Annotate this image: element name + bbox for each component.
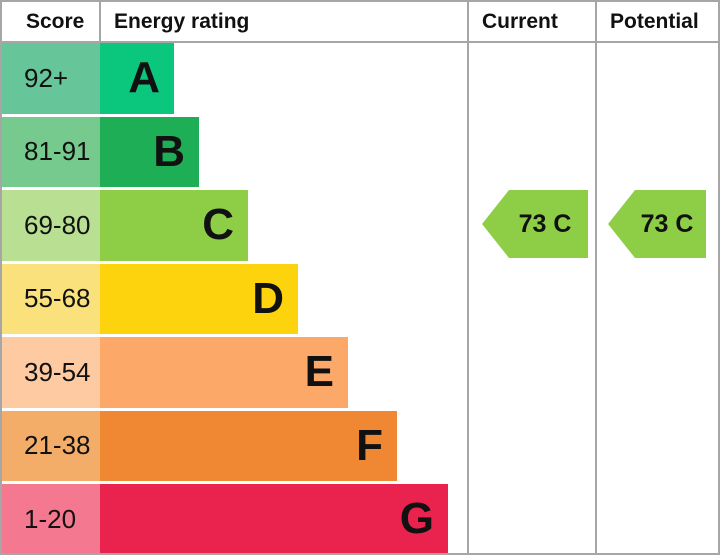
band-bar-a: A [100,43,174,114]
band-letter-b: B [153,126,185,176]
band-score-a: 92+ [2,43,100,114]
score-column-divider [99,2,101,41]
band-row-a: 92+ A [2,43,718,114]
header-score: Score [26,9,85,33]
band-bar-c: C [100,190,248,261]
band-row-e: 39-54 E [2,337,718,408]
band-score-f: 21-38 [2,410,100,481]
current-column-divider [467,2,469,553]
band-letter-a: A [128,53,160,103]
band-row-c: 69-80 C [2,190,718,261]
band-score-d: 55-68 [2,263,100,334]
band-row-g: 1-20 G [2,484,718,553]
current-rating-label: 73 C [518,209,572,238]
band-bar-b: B [100,116,199,187]
band-row-d: 55-68 D [2,263,718,334]
header-current: Current [482,9,558,33]
band-bar-e: E [100,337,348,408]
band-score-c: 69-80 [2,190,100,261]
chart-header: Score Energy rating Current Potential [2,2,718,43]
band-bar-f: F [100,410,397,481]
band-bar-g: G [100,484,448,553]
band-row-f: 21-38 F [2,410,718,481]
band-letter-e: E [304,347,334,397]
header-energy-rating: Energy rating [114,9,250,33]
band-letter-g: G [399,494,434,544]
potential-column-divider [595,2,597,553]
band-rows: 92+ A 81-91 B 69-80 C 55-68 D 39-54 [2,43,718,553]
band-score-b: 81-91 [2,116,100,187]
band-bar-d: D [100,263,298,334]
band-row-b: 81-91 B [2,116,718,187]
potential-rating-label: 73 C [640,209,694,238]
band-letter-d: D [252,273,284,323]
band-score-e: 39-54 [2,337,100,408]
band-letter-f: F [356,420,383,470]
band-score-g: 1-20 [2,484,100,553]
header-potential: Potential [610,9,699,33]
band-letter-c: C [202,200,234,250]
